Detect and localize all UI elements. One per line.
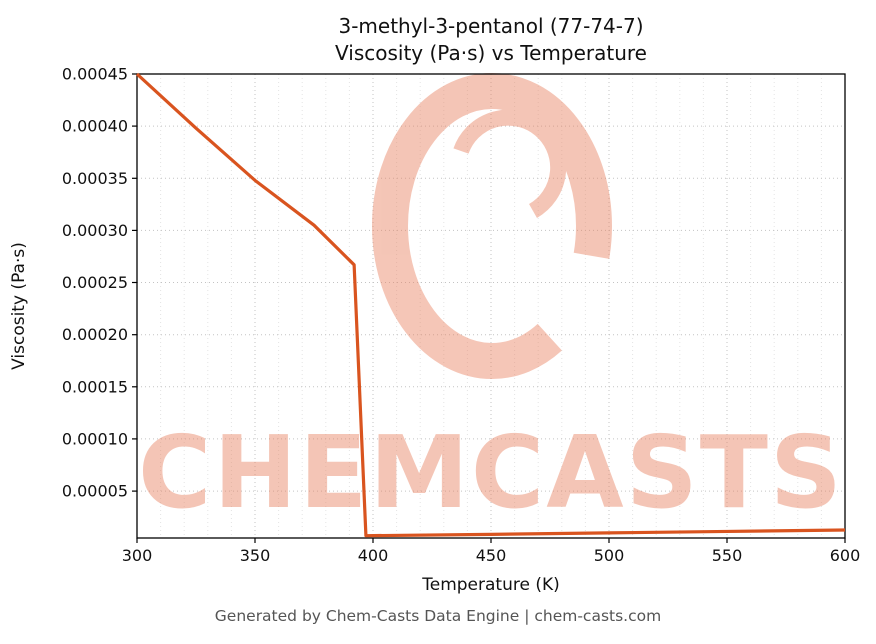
- chart-title-line2: Viscosity (Pa·s) vs Temperature: [335, 41, 647, 65]
- x-tick-label: 600: [830, 546, 861, 565]
- y-tick-label: 0.00010: [62, 429, 128, 448]
- watermark-logo-swirl: [453, 109, 567, 218]
- y-axis-label: Viscosity (Pa·s): [9, 242, 29, 370]
- y-tick-label: 0.00025: [62, 273, 128, 292]
- watermark: CHEMCASTS: [138, 73, 844, 531]
- x-tick-label: 500: [594, 546, 625, 565]
- footer-credit: Generated by Chem-Casts Data Engine | ch…: [215, 607, 661, 625]
- y-tick-label: 0.00040: [62, 117, 128, 136]
- viscosity-line: [135, 72, 846, 538]
- y-tick-label: 0.00035: [62, 169, 128, 188]
- minor-gridlines: [160, 74, 822, 538]
- y-tick-label: 0.00005: [62, 482, 128, 501]
- x-tick-label: 350: [240, 546, 271, 565]
- tick-labels: 300 350 400 450 500 550 600 0.00005 0.00010 0.000…: [62, 65, 860, 566]
- y-tick-label: 0.00045: [62, 65, 128, 84]
- axis-ticks: [132, 73, 846, 543]
- x-tick-label: 450: [476, 546, 507, 565]
- x-tick-label: 400: [358, 546, 389, 565]
- x-tick-label: 550: [712, 546, 743, 565]
- x-axis-label: Temperature (K): [421, 575, 560, 595]
- watermark-logo-ring: [372, 73, 612, 379]
- y-tick-label: 0.00020: [62, 325, 128, 344]
- major-gridlines: [137, 73, 845, 538]
- watermark-text: CHEMCASTS: [138, 414, 844, 531]
- y-tick-label: 0.00015: [62, 377, 128, 396]
- x-tick-label: 300: [122, 546, 153, 565]
- y-tick-label: 0.00030: [62, 221, 128, 240]
- chart-title-line1: 3-methyl-3-pentanol (77-74-7): [338, 14, 643, 38]
